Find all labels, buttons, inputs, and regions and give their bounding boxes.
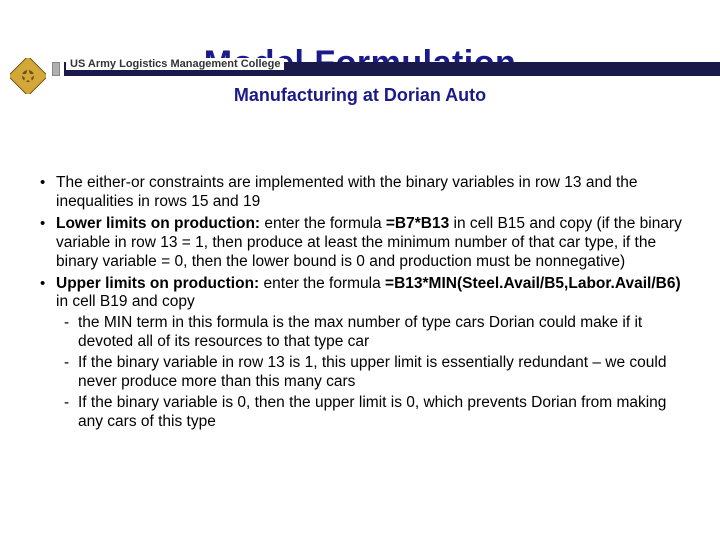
sub-bullet-1: the MIN term in this formula is the max … [56,314,682,352]
bullet-1-text: The either-or constraints are implemente… [56,174,638,210]
bullet-2-formula: =B7*B13 [386,215,449,232]
bullet-2-lead: Lower limits on production: [56,215,260,232]
bullet-3: Upper limits on production: enter the fo… [38,275,682,432]
bullet-2-rest: enter the formula [260,215,386,232]
bullet-2: Lower limits on production: enter the fo… [38,215,682,272]
sub-bullet-2-text: If the binary variable in row 13 is 1, t… [78,354,666,390]
sub-bullet-3: If the binary variable is 0, then the up… [56,394,682,432]
army-crest-logo [10,58,46,94]
bullet-3-lead: Upper limits on production: [56,275,259,292]
bullet-3-formula: =B13*MIN(Steel.Avail/B5,Labor.Avail/B6) [385,275,681,292]
sub-bullet-3-text: If the binary variable is 0, then the up… [78,394,666,430]
slide-body: The either-or constraints are implemente… [38,174,682,435]
header-gray-box [52,62,60,76]
bullet-3-rest: enter the formula [259,275,385,292]
bullet-3-tail: in cell B19 and copy [56,293,195,310]
slide: US Army Logistics Management College Mod… [0,44,720,540]
bullet-1: The either-or constraints are implemente… [38,174,682,212]
slide-subtitle: Manufacturing at Dorian Auto [0,85,720,106]
sub-bullet-1-text: the MIN term in this formula is the max … [78,314,642,350]
sub-bullet-2: If the binary variable in row 13 is 1, t… [56,354,682,392]
header-org-text: US Army Logistics Management College [66,58,284,70]
